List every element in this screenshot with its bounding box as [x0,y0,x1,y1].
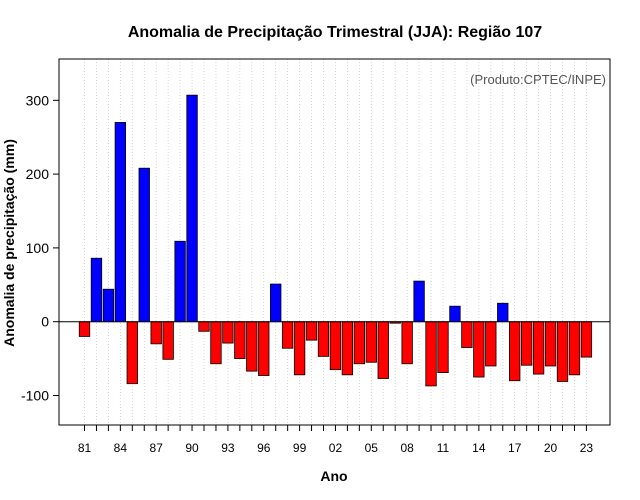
y-tick-label: 300 [26,92,50,108]
x-tick-label: 81 [78,441,92,455]
bar-17 [509,321,521,382]
bar-02 [329,321,342,371]
bar-87 [150,321,162,345]
bar-19 [532,321,545,375]
bar-08 [401,321,413,365]
bar-09 [413,280,425,323]
x-tick-label: 02 [329,441,343,455]
x-tick-label: 05 [365,441,379,455]
bar-95 [246,321,258,372]
bar-82 [90,257,103,323]
credit-text: (Produto:CPTEC/INPE) [470,72,606,87]
bar-94 [234,321,246,359]
bar-89 [174,240,186,323]
x-tick-label: 23 [580,441,594,455]
x-tick-label: 93 [221,441,235,455]
x-tick-label: 08 [400,441,414,455]
plot-frame [58,58,611,426]
bar-14 [473,321,485,378]
bar-88 [162,321,174,360]
bar-21 [556,321,569,382]
bar-98 [281,321,294,349]
bar-93 [222,321,234,344]
x-tick-label: 96 [257,441,271,455]
y-tick-label: 200 [26,166,50,182]
x-tick-label: 90 [185,441,199,455]
bar-97 [270,283,282,323]
bar-81 [78,321,91,337]
x-tick-label: 14 [472,441,486,455]
bar-10 [425,321,437,387]
bar-11 [437,321,449,374]
bar-04 [353,321,366,365]
bar-20 [544,321,557,367]
bar-99 [293,321,306,376]
x-tick-label: 84 [114,441,128,455]
bar-90 [186,94,198,323]
bar-22 [568,321,581,376]
x-axis: 81 84 87 90 93 96 99 02 05 08 11 14 17 20 23 [78,425,594,455]
bar-91 [198,321,210,332]
bar-18 [521,321,533,366]
x-tick-label: 87 [150,441,164,455]
bar-05 [365,321,377,363]
bar-83 [102,288,115,323]
bar-23 [580,321,593,358]
bar-03 [341,321,354,376]
y-tick-label: -100 [21,387,49,403]
x-axis-label: Ano [320,468,347,484]
bar-85 [126,321,138,385]
bar-16 [497,302,509,323]
grid-lines [84,59,587,425]
bar-86 [138,167,150,323]
x-tick-label: 11 [437,441,450,455]
x-tick-label: 20 [544,441,558,455]
x-tick-label: 99 [293,441,307,455]
bars [78,94,593,387]
bar-84 [114,122,126,323]
y-axis-label: Anomalia de precipitação (mm) [1,139,17,347]
bar-92 [210,321,222,365]
bar-15 [485,321,497,367]
y-axis: -100 0 100 200 300 [21,92,59,403]
bar-06 [377,321,389,379]
chart-title: Anomalia de Precipitação Trimestral (JJA… [128,24,542,41]
bar-01 [317,321,330,357]
y-tick-label: 0 [41,314,49,330]
y-tick-label: 100 [26,240,50,256]
bar-00 [305,321,318,341]
x-tick-label: 17 [508,441,522,455]
bar-12 [449,305,461,323]
bar-13 [461,321,473,348]
bar-96 [258,321,270,376]
